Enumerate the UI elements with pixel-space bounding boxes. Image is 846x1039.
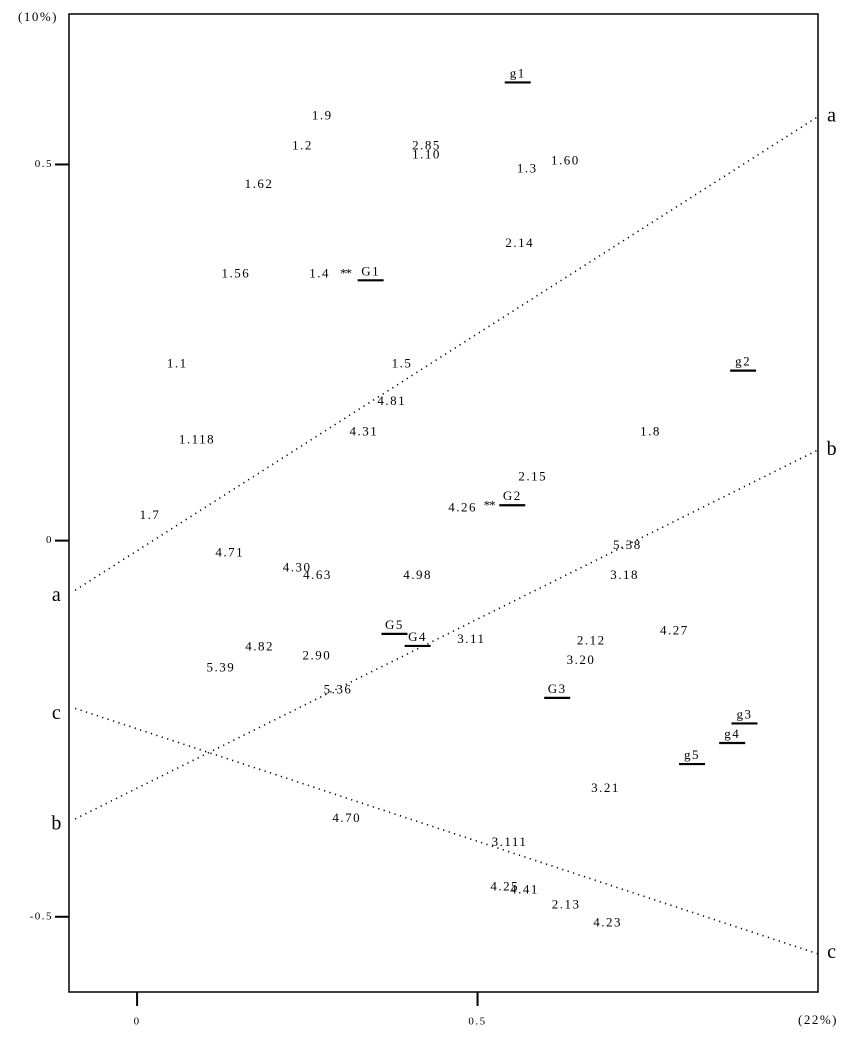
point-label: 2.15	[518, 468, 547, 483]
star-marker: **	[340, 265, 352, 280]
point-label: 3.21	[591, 780, 620, 795]
group-label: g4	[724, 726, 740, 741]
line-label: a	[827, 105, 837, 127]
point-label: 3.11	[457, 631, 485, 646]
point-label: 1.3	[517, 161, 538, 176]
line-label: c	[52, 702, 62, 724]
group-label: g2	[735, 354, 751, 369]
line-label: b	[51, 813, 63, 835]
plot-frame	[68, 13, 819, 993]
point-label: 3.18	[610, 567, 639, 582]
point-label: 4.71	[215, 544, 244, 559]
point-label: 5.36	[324, 681, 353, 696]
point-label: 4.98	[403, 567, 432, 582]
point-label: 1.8	[640, 423, 661, 438]
point-label: 5.38	[613, 537, 642, 552]
point-label: 4.41	[510, 881, 539, 896]
group-label: G1	[361, 263, 380, 278]
group-label: G5	[385, 617, 404, 632]
group-label: G4	[408, 629, 427, 644]
point-label: 4.31	[349, 423, 378, 438]
point-label: 1.2	[292, 137, 313, 152]
y-axis-label: (10%)	[18, 9, 58, 24]
line-label: c	[827, 941, 837, 963]
point-label: 1.5	[392, 356, 413, 371]
point-label: 4.81	[377, 393, 406, 408]
point-label: 4.25	[490, 878, 519, 893]
reference-line	[74, 707, 818, 955]
y-tick-label: 0.5	[35, 158, 53, 170]
point-label: 4.26	[448, 499, 477, 514]
point-label: 2.90	[302, 647, 331, 662]
point-label: 5.39	[206, 659, 235, 674]
star-marker: **	[484, 498, 496, 513]
point-label: 4.82	[245, 638, 274, 653]
point-label: 2.12	[577, 632, 606, 647]
point-label: 3.111	[492, 834, 528, 849]
point-label: 1.62	[245, 176, 274, 191]
point-label: 3.20	[567, 652, 596, 667]
point-label: 1.10	[412, 146, 441, 161]
point-label: 1.60	[551, 152, 580, 167]
point-label: 4.23	[593, 915, 622, 930]
group-label: G3	[548, 681, 567, 696]
point-label: 2.14	[505, 235, 534, 250]
reference-line	[74, 116, 818, 591]
reference-line	[74, 449, 818, 820]
line-label: b	[827, 438, 839, 460]
point-label: 1.4	[309, 265, 330, 280]
point-label: 1.118	[179, 432, 215, 447]
point-label: 1.9	[312, 107, 333, 122]
point-label: 4.63	[303, 567, 332, 582]
y-tick-label: -0.5	[30, 910, 53, 922]
point-label: 4.30	[283, 559, 312, 574]
line-label: a	[52, 584, 62, 606]
x-tick-label: 0.5	[468, 1016, 486, 1028]
point-label: 1.56	[221, 265, 250, 280]
point-label: 4.70	[332, 810, 361, 825]
x-axis-label: (22%)	[798, 1012, 838, 1027]
point-label: 1.7	[140, 507, 161, 522]
group-label: G2	[503, 488, 522, 503]
point-label: 4.27	[660, 623, 689, 638]
group-label: g5	[684, 747, 700, 762]
point-label: 2.85	[412, 137, 441, 152]
group-label: g3	[736, 706, 752, 721]
point-label: 1.1	[167, 356, 188, 371]
group-label: g1	[510, 65, 526, 80]
y-tick-label: 0	[46, 534, 53, 546]
point-label: 2.13	[552, 896, 581, 911]
x-tick-label: 0	[134, 1016, 141, 1028]
